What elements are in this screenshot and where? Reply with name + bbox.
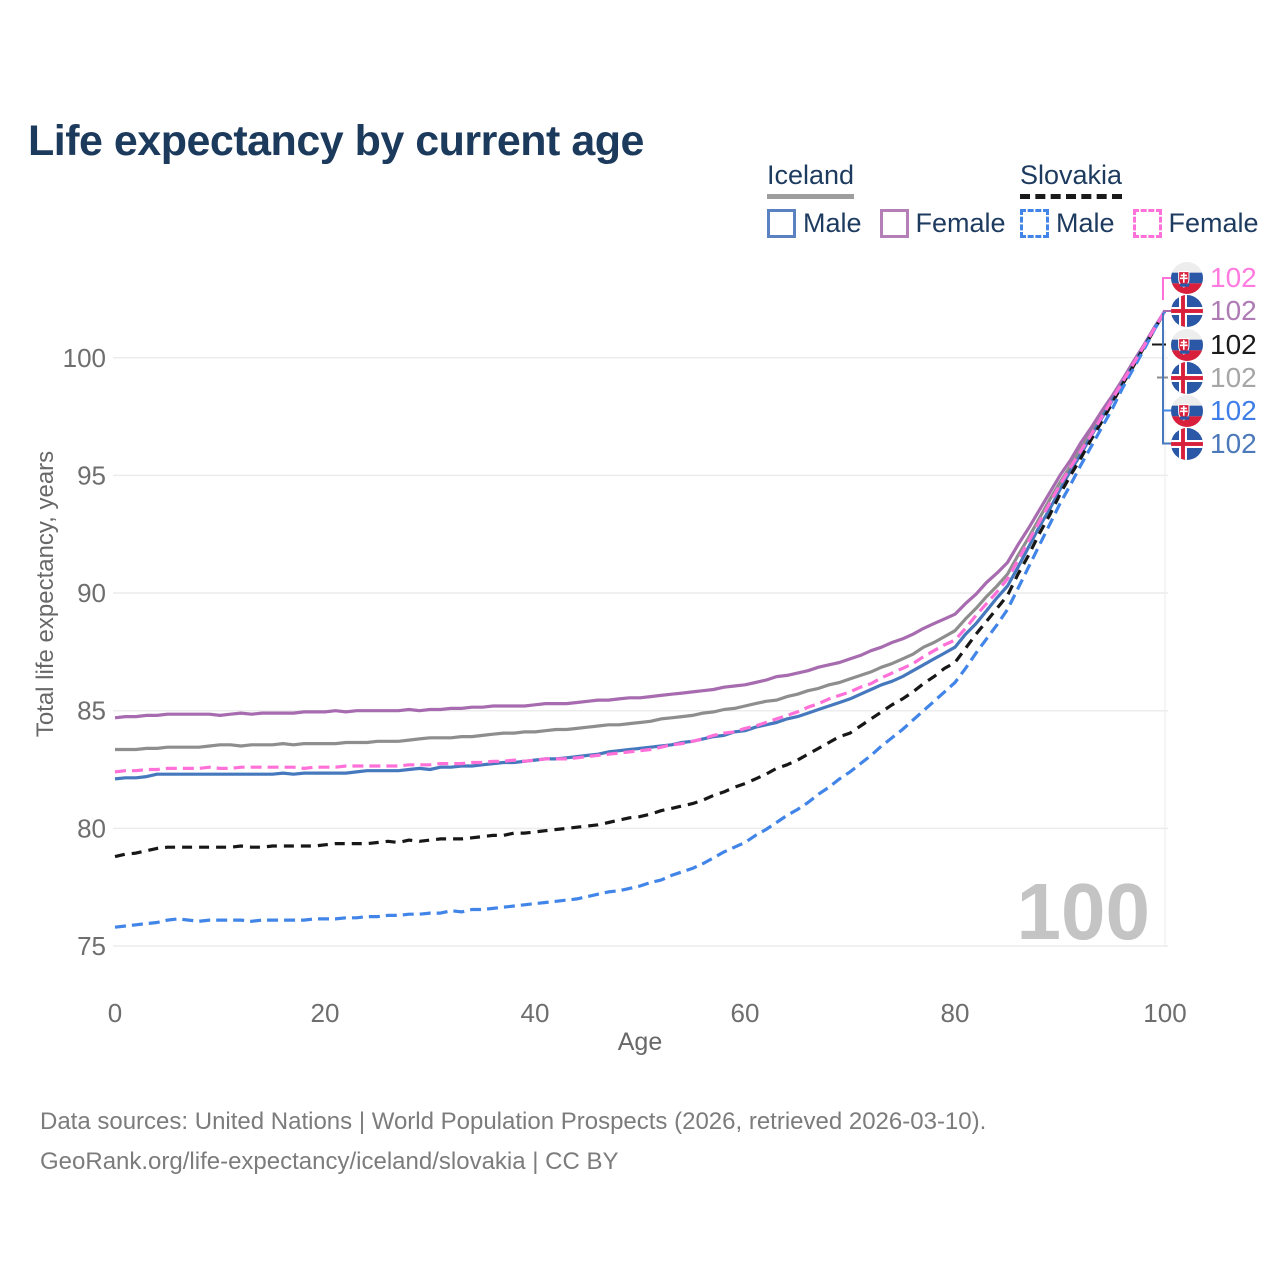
page-title: Life expectancy by current age xyxy=(28,116,644,165)
series-line-iceland-total xyxy=(115,309,1167,752)
footer-attribution: GeoRank.org/life-expectancy/iceland/slov… xyxy=(40,1148,619,1175)
footer-data-sources: Data sources: United Nations | World Pop… xyxy=(40,1108,987,1135)
end-label-iceland-female: 102 xyxy=(1171,294,1257,327)
x-axis-title: Age xyxy=(617,1028,663,1056)
iceland-flag-icon xyxy=(1171,428,1203,460)
slovakia-flag-icon xyxy=(1171,329,1203,361)
iceland-flag-icon xyxy=(1171,295,1203,327)
y-tick-label: 90 xyxy=(77,578,106,608)
x-tick-label: 80 xyxy=(941,998,970,1028)
end-label-slovakia-total: 102 xyxy=(1171,328,1257,361)
leader-line xyxy=(1162,277,1171,300)
legend-item-label: Female xyxy=(1168,208,1259,238)
slovakia-flag-icon xyxy=(1171,262,1203,294)
y-tick-label: 95 xyxy=(77,460,106,490)
iceland-female-swatch-icon xyxy=(879,209,909,238)
series-line-slovakia-male xyxy=(114,309,1167,929)
slovakia-flag-icon xyxy=(1171,395,1203,427)
legend-country-iceland[interactable]: Iceland xyxy=(767,160,855,199)
iceland-flag-icon xyxy=(1171,362,1203,394)
series-line-iceland-female xyxy=(114,309,1167,720)
legend-group-slovakia: Slovakia Male Female xyxy=(1020,160,1259,239)
slovakia-female-swatch-icon xyxy=(1132,209,1162,238)
legend-country-slovakia[interactable]: Slovakia xyxy=(1020,160,1123,199)
series-line-slovakia-total xyxy=(114,309,1167,859)
legend-item-label: Male xyxy=(803,208,862,238)
age-watermark: 100 xyxy=(1016,867,1150,956)
leader-line xyxy=(1162,313,1171,445)
legend-item-label: Male xyxy=(1056,208,1115,238)
x-tick-label: 0 xyxy=(108,998,122,1028)
end-value: 102 xyxy=(1210,428,1257,459)
y-axis-title: Total life expectancy, years xyxy=(32,450,59,738)
end-value: 102 xyxy=(1210,362,1257,393)
y-tick-label: 100 xyxy=(63,343,106,373)
y-tick-label: 75 xyxy=(77,931,106,961)
end-label-slovakia-male: 102 xyxy=(1171,394,1257,427)
end-label-iceland-male: 102 xyxy=(1171,427,1257,460)
end-label-slovakia-female: 102 xyxy=(1171,261,1257,294)
legend-item-label: Female xyxy=(915,208,1006,238)
x-tick-label: 40 xyxy=(521,998,550,1028)
legend-group-iceland: Iceland Male Female xyxy=(767,160,1006,239)
end-value: 102 xyxy=(1210,329,1257,360)
end-value: 102 xyxy=(1210,295,1257,326)
legend-item-iceland-female[interactable]: Female xyxy=(879,208,1006,239)
x-tick-label: 60 xyxy=(731,998,760,1028)
slovakia-male-swatch-icon xyxy=(1020,209,1049,238)
y-tick-label: 85 xyxy=(77,696,106,726)
iceland-male-swatch-icon xyxy=(767,209,796,238)
series-line-iceland-male xyxy=(114,309,1167,781)
legend-item-iceland-male[interactable]: Male xyxy=(767,208,862,239)
end-value: 102 xyxy=(1210,395,1257,426)
series-line-slovakia-female xyxy=(114,309,1167,774)
end-label-iceland-total: 102 xyxy=(1171,361,1257,394)
x-tick-label: 20 xyxy=(311,998,340,1028)
y-tick-label: 80 xyxy=(77,813,106,843)
legend-item-slovakia-female[interactable]: Female xyxy=(1132,208,1259,239)
legend-item-slovakia-male[interactable]: Male xyxy=(1020,208,1115,239)
end-value: 102 xyxy=(1210,262,1257,293)
x-tick-label: 100 xyxy=(1143,998,1186,1028)
